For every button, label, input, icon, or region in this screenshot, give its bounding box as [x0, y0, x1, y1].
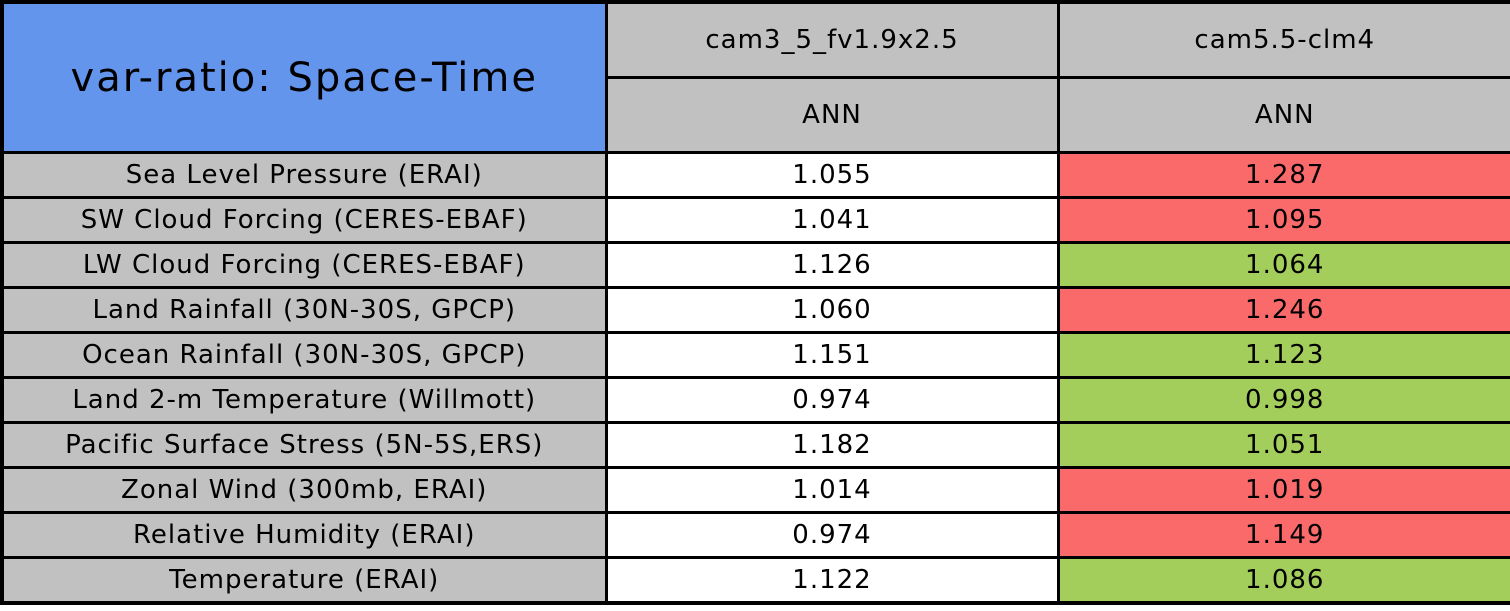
- header-row-seasons: ANN ANN: [2, 76, 1510, 154]
- row-label: SW Cloud Forcing (CERES-EBAF): [0, 196, 608, 244]
- row-label: Land 2-m Temperature (Willmott): [0, 376, 608, 424]
- model-header-2: cam5.5-clm4: [1056, 0, 1510, 79]
- value-cell: 1.064: [1056, 241, 1510, 289]
- value-cell: 1.051: [1056, 421, 1510, 469]
- value-cell: 1.014: [604, 466, 1060, 514]
- table-title: var-ratio: Space-Time: [0, 0, 608, 154]
- row-label: Pacific Surface Stress (5N-5S,ERS): [0, 421, 608, 469]
- row-label: Land Rainfall (30N-30S, GPCP): [0, 286, 608, 334]
- value-cell: 1.095: [1056, 196, 1510, 244]
- model-header-1: cam3_5_fv1.9x2.5: [604, 0, 1060, 79]
- value-cell: 1.041: [604, 196, 1060, 244]
- row-label: Sea Level Pressure (ERAI): [0, 151, 608, 199]
- value-cell: 1.123: [1056, 331, 1510, 379]
- value-cell: 1.149: [1056, 511, 1510, 559]
- row-label: Temperature (ERAI): [0, 556, 608, 604]
- value-cell: 1.287: [1056, 151, 1510, 199]
- table-row: SW Cloud Forcing (CERES-EBAF) 1.041 1.09…: [0, 196, 1510, 244]
- table-row: Sea Level Pressure (ERAI) 1.055 1.287: [0, 151, 1510, 199]
- row-label: Ocean Rainfall (30N-30S, GPCP): [0, 331, 608, 379]
- header-row-models: var-ratio: Space-Time cam3_5_fv1.9x2.5 c…: [0, 0, 1510, 154]
- value-cell: 1.182: [604, 421, 1060, 469]
- season-header-1: ANN: [604, 76, 1060, 154]
- season-header-2: ANN: [1056, 76, 1510, 154]
- value-cell: 1.019: [1056, 466, 1510, 514]
- value-cell: 1.246: [1056, 286, 1510, 334]
- table-row: Land 2-m Temperature (Willmott) 0.974 0.…: [0, 376, 1510, 424]
- value-cell: 0.974: [604, 376, 1060, 424]
- value-cell: 0.998: [1056, 376, 1510, 424]
- row-label: LW Cloud Forcing (CERES-EBAF): [0, 241, 608, 289]
- table-row: Pacific Surface Stress (5N-5S,ERS) 1.182…: [0, 421, 1510, 469]
- table-row: Relative Humidity (ERAI) 0.974 1.149: [0, 511, 1510, 559]
- table-row: Ocean Rainfall (30N-30S, GPCP) 1.151 1.1…: [0, 331, 1510, 379]
- table-row: Zonal Wind (300mb, ERAI) 1.014 1.019: [0, 466, 1510, 514]
- value-cell: 1.055: [604, 151, 1060, 199]
- value-cell: 1.151: [604, 331, 1060, 379]
- value-cell: 1.122: [604, 556, 1060, 604]
- table-row: LW Cloud Forcing (CERES-EBAF) 1.126 1.06…: [0, 241, 1510, 289]
- row-label: Relative Humidity (ERAI): [0, 511, 608, 559]
- table-row: Temperature (ERAI) 1.122 1.086: [0, 556, 1510, 604]
- value-cell: 1.126: [604, 241, 1060, 289]
- value-cell: 1.086: [1056, 556, 1510, 604]
- value-cell: 1.060: [604, 286, 1060, 334]
- table-row: Land Rainfall (30N-30S, GPCP) 1.060 1.24…: [0, 286, 1510, 334]
- row-label: Zonal Wind (300mb, ERAI): [0, 466, 608, 514]
- value-cell: 0.974: [604, 511, 1060, 559]
